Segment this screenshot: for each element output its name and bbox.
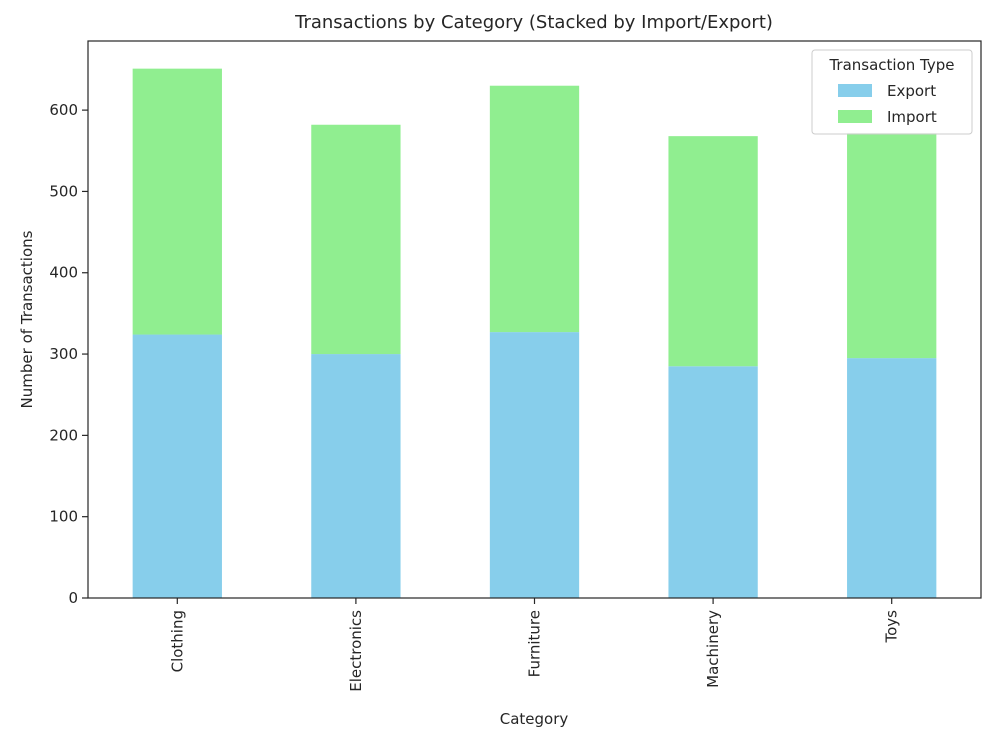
x-tick-label-furniture: Furniture [526,610,544,677]
bar-clothing-export [132,334,222,598]
legend: Transaction Type Export Import [811,49,973,135]
y-axis: 0 100 200 300 400 500 600 [49,101,88,607]
y-tick-label: 400 [49,264,78,282]
bar-clothing-import [132,68,222,335]
chart-title: Transactions by Category (Stacked by Imp… [294,12,773,33]
x-axis-label: Category [500,710,569,728]
y-tick-label: 600 [49,101,78,119]
x-tick-label-toys: Toys [883,610,901,644]
y-tick-label: 300 [49,345,78,363]
legend-label-export: Export [887,82,936,100]
y-tick-label: 200 [49,426,78,444]
y-axis-label: Number of Transactions [18,230,36,408]
bars-group [132,68,937,598]
bar-electronics-export [311,354,401,598]
y-tick-label: 0 [68,589,78,607]
y-tick-label: 100 [49,508,78,526]
bar-furniture-export [489,332,580,598]
x-tick-label-clothing: Clothing [168,610,186,672]
x-tick-label-electronics: Electronics [347,610,365,692]
y-tick-label: 500 [49,182,78,200]
bar-electronics-import [311,124,401,355]
bar-furniture-import [489,85,580,333]
bar-toys-export [847,358,937,598]
bar-machinery-import [668,136,758,367]
x-tick-label-machinery: Machinery [704,610,722,688]
legend-label-import: Import [887,108,937,126]
legend-swatch-export [838,84,872,97]
legend-title: Transaction Type [828,56,954,74]
bar-machinery-export [668,366,758,598]
bar-toys-import [847,132,937,359]
legend-swatch-import [838,110,872,123]
x-axis: Clothing Electronics Furniture Machinery Toy… [168,598,901,692]
